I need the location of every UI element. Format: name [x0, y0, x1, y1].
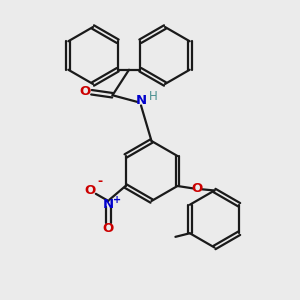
Text: +: + — [113, 195, 121, 205]
Text: O: O — [85, 184, 96, 197]
Text: N: N — [103, 197, 114, 211]
Text: O: O — [80, 85, 91, 98]
Text: O: O — [103, 222, 114, 235]
Text: -: - — [98, 175, 103, 188]
Text: O: O — [191, 182, 203, 195]
Text: N: N — [135, 94, 147, 107]
Text: H: H — [149, 90, 158, 103]
